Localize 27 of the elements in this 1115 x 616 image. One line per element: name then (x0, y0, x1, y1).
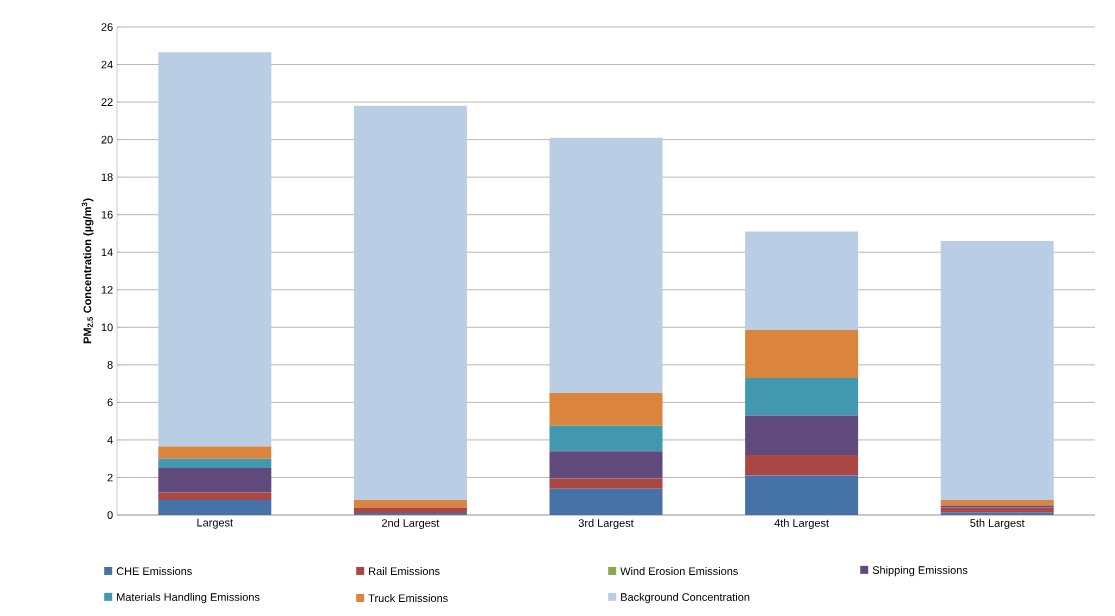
x-tick-label: 5th Largest (970, 518, 1025, 530)
y-tick-label: 4 (107, 436, 113, 444)
y-tick-label: 10 (101, 323, 113, 332)
y-tick-label: 16 (101, 210, 113, 219)
legend-label: Materials Handling Emissions (117, 592, 260, 604)
y-tick-label: 0 (107, 511, 113, 519)
x-tick-label: 4th Largest (774, 518, 829, 530)
y-axis-title: PM$_{2.5}$ Concentration (µg/m$^{3}$) (81, 198, 94, 344)
y-tick-label: 26 (101, 23, 113, 31)
x-tick-label: Largest (197, 518, 233, 529)
y-tick-label: 6 (107, 398, 113, 407)
x-tick-label: 2nd Largest (382, 518, 440, 530)
y-tick-label: 12 (101, 285, 113, 294)
legend-label: CHE Emissions (116, 567, 192, 576)
legend-label: Rail Emissions (369, 567, 440, 576)
y-tick-label: 2 (107, 473, 113, 482)
y-tick-label: 14 (101, 248, 113, 256)
legend-label: Wind Erosion Emissions (620, 567, 738, 576)
y-tick-label: 20 (101, 135, 113, 144)
legend-label: Truck Emissions (368, 594, 448, 603)
y-tick-label: 22 (101, 98, 113, 106)
legend-label: Background Concentration (621, 592, 750, 604)
y-tick-label: 18 (101, 173, 113, 182)
y-tick-label: 24 (101, 60, 113, 69)
y-tick-label: 8 (107, 360, 113, 369)
legend-label: Shipping Emissions (872, 565, 968, 577)
x-tick-label: 3rd Largest (578, 518, 634, 530)
